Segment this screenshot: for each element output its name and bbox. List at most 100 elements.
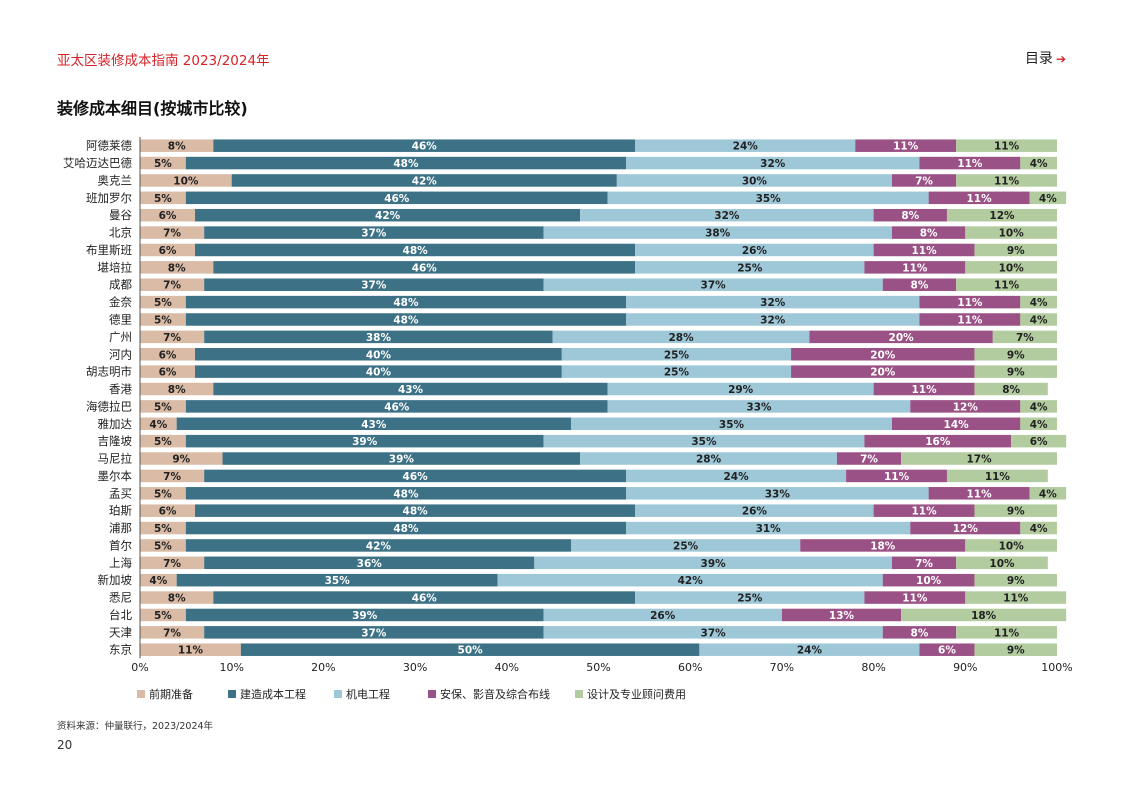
bar-segment xyxy=(140,452,223,465)
bar-segment xyxy=(928,487,1030,500)
bar-segment xyxy=(910,400,1021,413)
legend-swatch xyxy=(334,690,342,698)
data-label: 46% xyxy=(384,401,410,413)
bar-segment xyxy=(891,226,966,239)
legend-label: 建造成本工程 xyxy=(240,687,306,701)
data-label: 26% xyxy=(742,245,768,257)
bar-segment xyxy=(965,539,1057,552)
data-label: 33% xyxy=(765,488,791,500)
bar-segment xyxy=(873,208,947,222)
data-label: 9% xyxy=(1007,575,1025,587)
bar-segment xyxy=(864,434,1012,448)
category-label: 成都 xyxy=(109,278,132,292)
data-label: 4% xyxy=(1030,523,1048,535)
bar-segment xyxy=(213,139,636,152)
data-label: 9% xyxy=(1007,245,1025,257)
bar-segment xyxy=(140,417,177,431)
category-label: 悉尼 xyxy=(109,591,132,605)
bar-segment xyxy=(956,139,1057,152)
bar-segment xyxy=(1020,521,1057,535)
data-label: 37% xyxy=(701,280,727,292)
data-label: 46% xyxy=(403,471,429,483)
data-label: 4% xyxy=(1039,193,1057,205)
data-label: 5% xyxy=(154,610,172,622)
data-label: 48% xyxy=(393,297,419,309)
data-label: 8% xyxy=(168,593,186,605)
category-label: 海德拉巴 xyxy=(86,399,132,413)
data-label: 39% xyxy=(389,454,415,466)
category-label: 马尼拉 xyxy=(98,452,133,466)
data-label: 37% xyxy=(361,627,387,639)
bar-segment xyxy=(497,573,883,587)
data-label: 6% xyxy=(1030,436,1048,448)
bar-segment xyxy=(616,174,892,187)
data-label: 7% xyxy=(163,558,181,570)
data-label: 7% xyxy=(163,332,181,344)
bar-segment xyxy=(543,608,782,622)
bar-segment xyxy=(140,643,241,656)
bar-segment xyxy=(965,591,1067,604)
data-label: 36% xyxy=(357,558,383,570)
arrow-right-icon: ➔ xyxy=(1055,52,1066,66)
category-label: 艾哈迈达巴德 xyxy=(63,156,132,170)
data-label: 5% xyxy=(154,523,172,535)
bar-segment xyxy=(185,313,627,326)
data-label: 38% xyxy=(705,228,731,240)
chart-title: 装修成本细目(按城市比较) xyxy=(57,99,248,118)
bar-segment xyxy=(626,521,911,535)
bar-segment xyxy=(185,295,627,309)
x-axis: 0% 10% 20% 30% 40% 50% 60% 70% 80% 90% 100% xyxy=(131,137,1073,674)
category-label: 广州 xyxy=(109,330,132,344)
bar-segment xyxy=(791,365,975,378)
bar-segment xyxy=(240,643,700,656)
data-label: 26% xyxy=(650,610,676,622)
data-label: 9% xyxy=(1007,506,1025,518)
bar-segment xyxy=(140,156,186,170)
category-label: 东京 xyxy=(109,643,132,657)
data-label: 7% xyxy=(860,454,878,466)
data-label: 30% xyxy=(742,175,768,187)
bar-segment xyxy=(699,643,920,656)
data-label: 11% xyxy=(957,158,983,170)
data-label: 43% xyxy=(398,384,424,396)
bar-segment xyxy=(635,504,874,517)
x-tick-label: 100% xyxy=(1041,661,1072,674)
category-label: 墨尔本 xyxy=(98,469,133,483)
category-label: 金奈 xyxy=(109,295,132,309)
bar-segment xyxy=(1029,191,1067,205)
data-label: 6% xyxy=(159,349,177,361)
bar-segment xyxy=(607,382,874,396)
data-label: 48% xyxy=(393,523,419,535)
bar-segment xyxy=(974,504,1057,517)
source-note: 资料来源：仲量联行，2023/2024年 xyxy=(57,721,214,732)
data-label: 24% xyxy=(723,471,749,483)
data-label: 46% xyxy=(412,141,438,153)
data-label: 20% xyxy=(870,367,896,379)
data-label: 4% xyxy=(1030,314,1048,326)
data-label: 4% xyxy=(149,419,167,431)
table-of-contents-link[interactable]: 目录 ➔ xyxy=(1025,48,1066,68)
bar-segment xyxy=(580,208,874,222)
bar-segment xyxy=(204,226,544,239)
bar-segment xyxy=(140,174,232,187)
data-label: 42% xyxy=(366,540,392,552)
data-label: 16% xyxy=(925,436,951,448)
data-label: 9% xyxy=(1007,367,1025,379)
bar-segment xyxy=(974,643,1057,656)
data-label: 7% xyxy=(163,280,181,292)
data-label: 11% xyxy=(911,384,937,396)
data-label: 7% xyxy=(163,627,181,639)
bar-segment xyxy=(176,573,498,587)
bar-segment xyxy=(140,261,214,274)
data-label: 6% xyxy=(159,506,177,518)
bar-segment xyxy=(213,382,608,396)
bar-segment xyxy=(635,591,865,604)
bar-segment xyxy=(635,261,865,274)
bar-segment xyxy=(974,573,1057,587)
bar-segment xyxy=(919,313,1021,326)
x-tick-label: 70% xyxy=(770,661,794,674)
data-label: 11% xyxy=(957,297,983,309)
x-tick-label: 80% xyxy=(861,661,885,674)
bar-segment xyxy=(1020,295,1057,309)
